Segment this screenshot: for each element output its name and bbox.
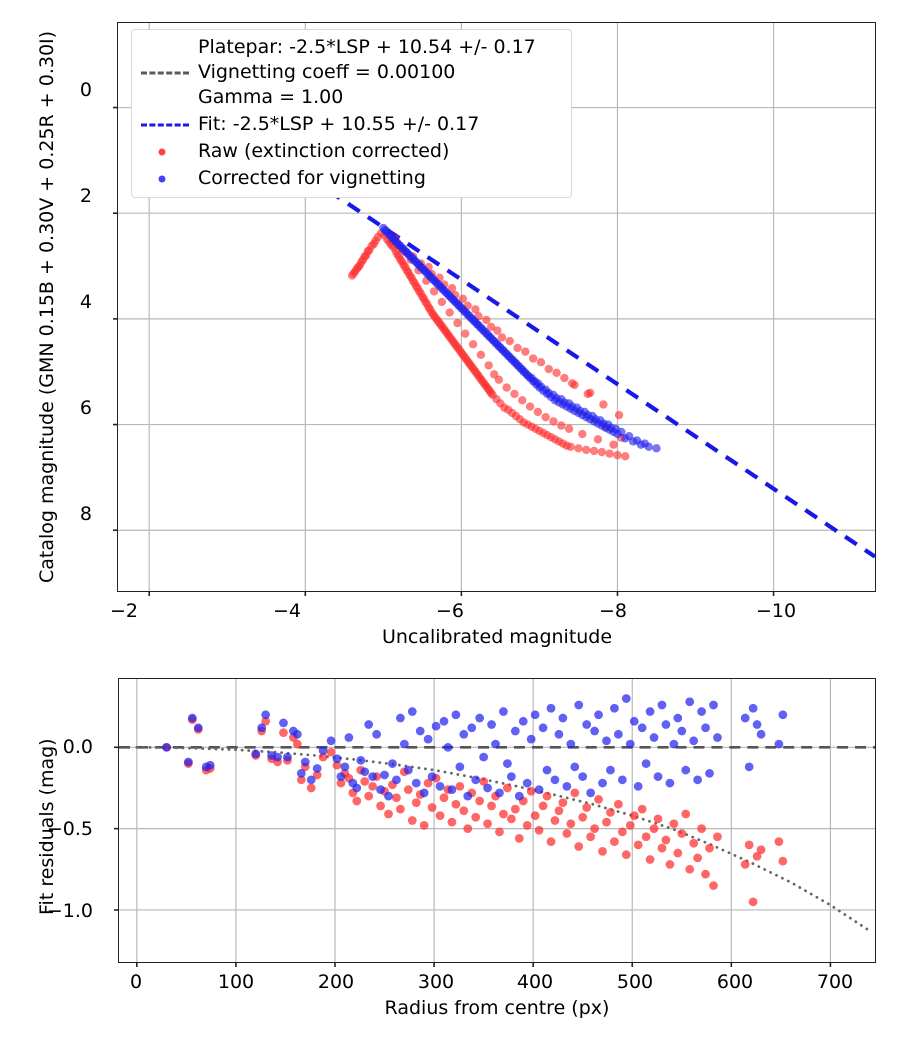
top-xtick-m8: −8 [598,600,628,622]
top-ytick-6: 6 [79,397,92,419]
top-xtick-m4: −4 [272,600,302,622]
top-xtick-m10: −10 [755,600,797,622]
legend-label-raw: Raw (extinction corrected) [198,140,450,162]
legend-label-platepar: Platepar: -2.5*LSP + 10.54 +/- 0.17 Vign… [198,36,536,108]
legend: Platepar: -2.5*LSP + 10.54 +/- 0.17 Vign… [131,29,572,198]
top-ytick-4: 4 [79,291,92,313]
top-xtick-m6: −6 [435,600,465,622]
top-ytick-0: 0 [79,79,92,101]
top-xtick-m2: −2 [109,600,139,622]
legend-label-fit: Fit: -2.5*LSP + 10.55 +/- 0.17 [198,113,480,135]
legend-entry-platepar: Platepar: -2.5*LSP + 10.54 +/- 0.17 Vign… [141,35,562,110]
bottom-xtick-500: 500 [616,971,654,993]
blue-dot-marker-icon [141,170,189,188]
legend-entry-corrected: Corrected for vignetting [141,166,562,191]
bottom-xtick-700: 700 [816,971,854,993]
top-ytick-8: 8 [79,503,92,525]
bottom-xtick-300: 300 [417,971,455,993]
top-xaxis-label: Uncalibrated magnitude [381,626,613,648]
legend-entry-fit: Fit: -2.5*LSP + 10.55 +/- 0.17 [141,112,562,137]
fit-residuals-canvas [114,679,875,967]
bottom-ytick-0: 0.0 [62,736,93,758]
bottom-ytick-m10: −1.0 [46,900,93,922]
bottom-xtick-600: 600 [716,971,754,993]
bottom-xtick-200: 200 [317,971,355,993]
bottom-xtick-100: 100 [217,971,255,993]
legend-entry-raw: Raw (extinction corrected) [141,139,562,164]
bottom-yaxis-label: Fit residuals (mag) [36,738,58,915]
dashed-gray-line-icon [141,64,189,82]
bottom-xtick-0: 0 [129,971,143,993]
bottom-xtick-400: 400 [516,971,554,993]
top-ytick-2: 2 [79,185,92,207]
fit-residuals-plot [114,678,876,967]
red-dot-marker-icon [141,143,189,161]
dashed-blue-line-icon [141,116,189,134]
top-yaxis-label: Catalog magnitude (GMN 0.15B + 0.30V + 0… [36,30,58,583]
bottom-ytick-m05: −0.5 [46,818,93,840]
legend-label-corrected: Corrected for vignetting [198,167,426,189]
bottom-xaxis-label: Radius from centre (px) [384,997,610,1019]
